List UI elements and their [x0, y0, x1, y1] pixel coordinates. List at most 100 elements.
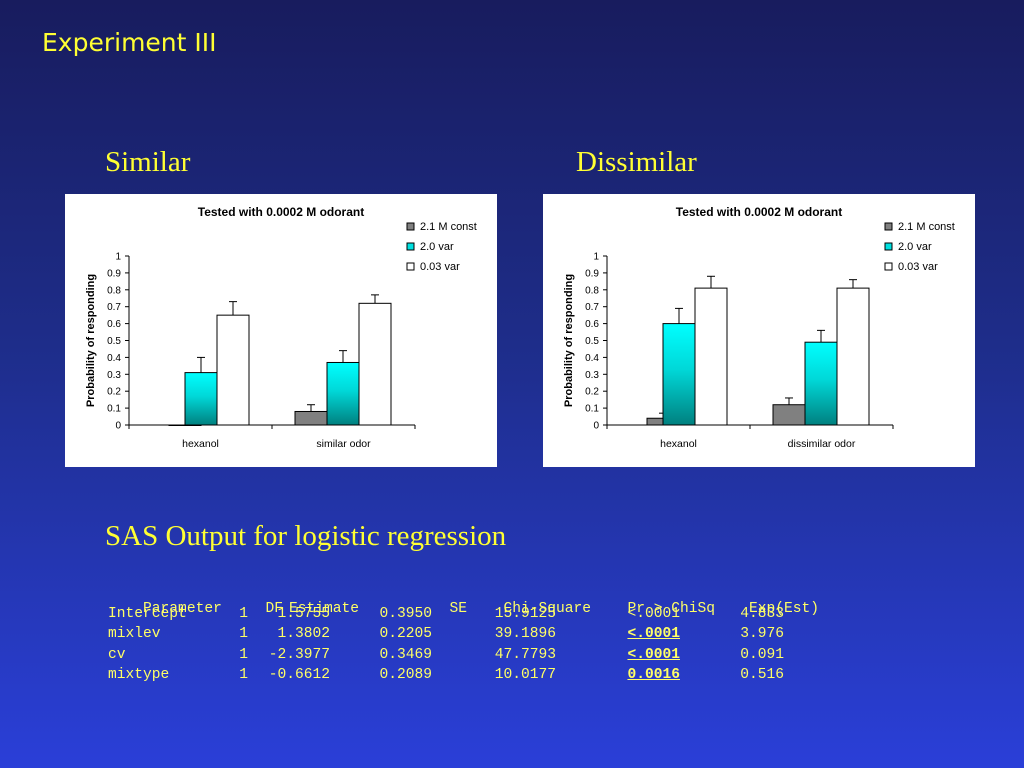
sas-rows: Intercept 1 1.5755 0.3950 15.9125 <.0001 4.833… — [108, 606, 819, 688]
header-cell: SE — [449, 601, 468, 617]
sas-output-table: Parameter DF Estimate SE Chi-Square Pr > ChiS… — [108, 585, 819, 688]
header-cell: Estimate — [289, 601, 360, 617]
y-tick-label: 0.7 — [585, 302, 599, 313]
bar — [216, 314, 250, 426]
y-tick-label: 1 — [593, 252, 599, 263]
legend-swatch — [884, 262, 893, 271]
sas-cell: 1.3802 — [277, 626, 330, 642]
sas-cell: 0.2205 — [379, 626, 432, 642]
sas-cell: -0.6612 — [268, 667, 330, 683]
sas-header-row: Parameter DF Estimate SE Chi-Square Pr > ChiS… — [108, 585, 819, 617]
sas-cell: 1 — [239, 667, 248, 683]
legend-swatch — [406, 242, 415, 251]
dissimilar-chart-svg: Tested with 0.0002 M odorant Probability … — [563, 205, 955, 450]
sas-row: cv 1 -2.3977 0.3469 47.7793 <.0001 0.091 — [108, 647, 819, 668]
sas-cell: 3.976 — [740, 626, 784, 642]
y-tick-label: 0.2 — [107, 387, 121, 398]
y-tick-label: 0 — [593, 421, 599, 432]
sas-row: Intercept 1 1.5755 0.3950 15.9125 <.0001 4.833 — [108, 606, 819, 627]
y-tick-label: 0.4 — [585, 353, 599, 364]
sas-output-title: SAS Output for logistic regression — [105, 520, 507, 552]
legend-label: 2.1 M const — [420, 221, 477, 233]
sas-row: mixlev 1 1.3802 0.2205 39.1896 <.0001 3.976 — [108, 626, 819, 647]
category-label: hexanol — [182, 438, 219, 450]
similar-label: Similar — [105, 146, 191, 178]
sas-cell: 47.7793 — [494, 646, 556, 663]
y-tick-label: 0.9 — [585, 268, 599, 279]
y-tick-label: 0.1 — [107, 404, 121, 415]
legend-swatch — [406, 222, 415, 231]
legend-label: 0.03 var — [420, 261, 460, 273]
y-tick-label: 0.6 — [107, 319, 121, 330]
bar — [184, 372, 218, 426]
dissimilar-label: Dissimilar — [576, 146, 697, 178]
sas-cell: mixtype — [108, 667, 170, 683]
y-tick-label: 0.4 — [107, 353, 121, 364]
bar — [772, 404, 806, 426]
dissimilar-chart: Tested with 0.0002 M odorant Probability … — [543, 194, 975, 467]
bar — [804, 341, 838, 426]
p-value-cell: <.0001 — [627, 626, 680, 642]
legend-label: 0.03 var — [898, 261, 938, 273]
sas-cell: 1 — [239, 626, 248, 642]
legend-swatch — [884, 222, 893, 231]
sas-cell: 0.091 — [740, 646, 784, 663]
legend-label: 2.0 var — [898, 241, 932, 253]
sas-row: mixtype 1 -0.6612 0.2089 10.0177 0.0016 0.516 — [108, 667, 819, 688]
category-label: similar odor — [316, 438, 371, 450]
sas-cell: mixlev — [108, 626, 161, 642]
legend-swatch — [406, 262, 415, 271]
y-tick-label: 0.2 — [585, 387, 599, 398]
slide-title: Experiment III — [42, 28, 217, 57]
y-tick-label: 1 — [115, 252, 121, 263]
sas-cell: 15.9125 — [494, 605, 556, 622]
y-axis-label: Probability of responding — [563, 274, 575, 407]
sas-cell: -2.3977 — [268, 646, 330, 663]
sas-cell: cv — [108, 646, 126, 663]
sas-cell: 0.3950 — [379, 605, 432, 622]
p-value-cell: <.0001 — [627, 646, 680, 663]
legend-label: 2.1 M const — [898, 221, 955, 233]
y-tick-label: 0.3 — [107, 370, 121, 381]
sas-cell: 1 — [239, 605, 248, 622]
legend-swatch — [884, 242, 893, 251]
y-tick-label: 0.6 — [585, 319, 599, 330]
header-cell: Chi-Square — [503, 601, 592, 617]
similar-chart: Tested with 0.0002 M odorant Probability … — [65, 194, 497, 467]
bar — [836, 287, 870, 426]
y-tick-label: 0.9 — [107, 268, 121, 279]
bar — [294, 410, 328, 426]
category-label: hexanol — [660, 438, 697, 450]
sas-cell: Intercept — [108, 605, 187, 622]
y-tick-label: 0 — [115, 421, 121, 432]
y-tick-label: 0.8 — [585, 285, 599, 296]
sas-cell: 4.833 — [740, 605, 784, 622]
y-tick-label: 0.5 — [107, 336, 121, 347]
p-value-cell: <.0001 — [627, 605, 680, 622]
similar-chart-svg: Tested with 0.0002 M odorant Probability … — [85, 205, 477, 450]
sas-cell: 10.0177 — [494, 667, 556, 683]
header-cell: DF — [265, 601, 284, 617]
legend-label: 2.0 var — [420, 241, 454, 253]
bar — [326, 361, 360, 426]
y-tick-label: 0.7 — [107, 302, 121, 313]
y-tick-label: 0.8 — [107, 285, 121, 296]
y-tick-label: 0.5 — [585, 336, 599, 347]
y-tick-label: 0.3 — [585, 370, 599, 381]
sas-cell: 1 — [239, 646, 248, 663]
header-cell: Exp(Est) — [748, 601, 820, 617]
chart-title: Tested with 0.0002 M odorant — [676, 205, 842, 219]
p-value-cell: 0.0016 — [627, 667, 680, 683]
category-label: dissimilar odor — [788, 438, 856, 450]
bar — [662, 323, 696, 426]
y-tick-label: 0.1 — [585, 404, 599, 415]
bar — [694, 287, 728, 426]
sas-cell: 1.5755 — [277, 605, 330, 622]
header-cell: Parameter — [143, 601, 222, 617]
header-cell: Pr > ChiSq — [627, 601, 716, 617]
sas-cell: 39.1896 — [494, 626, 556, 642]
bar — [358, 302, 392, 426]
chart-title: Tested with 0.0002 M odorant — [198, 205, 364, 219]
sas-cell: 0.516 — [740, 667, 784, 683]
sas-cell: 0.2089 — [379, 667, 432, 683]
